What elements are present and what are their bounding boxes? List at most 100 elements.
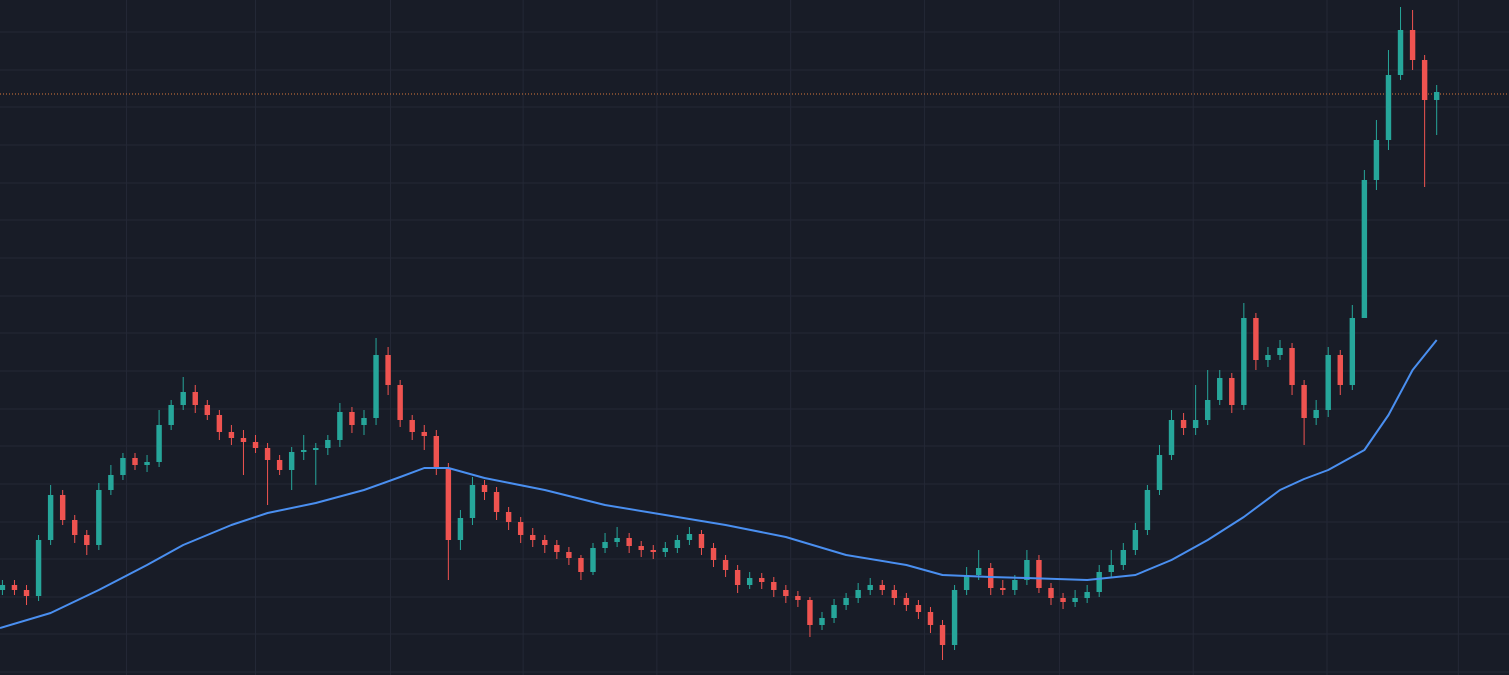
candle-body bbox=[313, 448, 319, 450]
candle-body bbox=[11, 585, 18, 590]
candle-body bbox=[1072, 598, 1078, 602]
candle-body bbox=[1192, 420, 1199, 428]
candle-body bbox=[240, 438, 247, 442]
candle-body bbox=[1036, 560, 1042, 588]
candle-body bbox=[264, 448, 271, 460]
candle-body bbox=[216, 415, 223, 432]
candle-body bbox=[759, 578, 765, 582]
candle-body bbox=[385, 355, 391, 385]
candle-body bbox=[1120, 550, 1127, 565]
candle-body bbox=[204, 405, 211, 415]
candle-body bbox=[843, 598, 849, 605]
candle-body bbox=[1313, 410, 1319, 418]
candle-body bbox=[72, 520, 78, 535]
candle-body bbox=[493, 492, 500, 512]
candle-body bbox=[1204, 400, 1211, 420]
candle-body bbox=[674, 540, 681, 548]
candle-body bbox=[939, 625, 946, 645]
candle-body bbox=[457, 518, 464, 540]
candle-body bbox=[288, 452, 295, 470]
candle-body bbox=[1217, 378, 1223, 400]
candle-body bbox=[421, 432, 427, 436]
candle-body bbox=[554, 545, 560, 552]
candle-body bbox=[1024, 560, 1030, 580]
candle-body bbox=[566, 552, 572, 558]
candle-body bbox=[1096, 572, 1102, 592]
candle-body bbox=[1385, 75, 1392, 140]
candle-body bbox=[1180, 420, 1187, 428]
candle-body bbox=[144, 462, 150, 465]
candle-body bbox=[1397, 30, 1404, 75]
candle-body bbox=[409, 420, 415, 432]
candle-body bbox=[192, 392, 198, 405]
candle-body bbox=[96, 490, 102, 545]
candle-body bbox=[1048, 588, 1054, 598]
candle-body bbox=[614, 538, 620, 542]
candle-body bbox=[795, 596, 801, 600]
candle-body bbox=[807, 600, 813, 625]
candle-body bbox=[1421, 60, 1428, 100]
candle-body bbox=[662, 548, 669, 552]
candle-body bbox=[132, 458, 138, 465]
candle-body bbox=[1229, 378, 1235, 405]
candle-body bbox=[361, 418, 367, 425]
candle-body bbox=[84, 535, 90, 545]
candle-body bbox=[156, 425, 162, 462]
candle-body bbox=[1361, 180, 1368, 318]
candle-body bbox=[325, 440, 331, 448]
candle-body bbox=[722, 560, 729, 570]
candle-body bbox=[831, 605, 837, 618]
candle-body bbox=[47, 495, 54, 540]
candle-body bbox=[746, 578, 753, 585]
candle-body bbox=[915, 605, 922, 612]
candle-body bbox=[1325, 355, 1331, 410]
candle-body bbox=[771, 582, 777, 590]
candle-body bbox=[650, 550, 656, 552]
candle-body bbox=[1433, 92, 1440, 100]
candle-body bbox=[686, 534, 693, 540]
candle-body bbox=[35, 540, 42, 596]
candle-body bbox=[1000, 588, 1006, 590]
candle-body bbox=[481, 485, 488, 492]
candle-body bbox=[505, 512, 512, 522]
candle-body bbox=[698, 534, 705, 548]
candle-body bbox=[1084, 592, 1090, 598]
candle-body bbox=[626, 538, 632, 546]
candle-body bbox=[1373, 140, 1380, 180]
moving-average bbox=[0, 339, 1438, 629]
candle-body bbox=[180, 392, 186, 405]
candle-body bbox=[734, 570, 741, 585]
candle-body bbox=[891, 590, 898, 598]
candle-body bbox=[951, 590, 958, 645]
candle-body bbox=[168, 405, 174, 425]
candle-body bbox=[963, 575, 970, 590]
candle-body bbox=[1337, 355, 1343, 385]
candle-body bbox=[783, 590, 789, 596]
candle-body bbox=[1277, 348, 1283, 355]
candle-body bbox=[397, 385, 403, 420]
candle-body bbox=[1409, 30, 1416, 60]
candle-body bbox=[445, 468, 452, 540]
candle-body bbox=[879, 585, 885, 590]
candle-body bbox=[1265, 355, 1271, 360]
candle-body bbox=[433, 436, 440, 468]
candle-body bbox=[373, 355, 379, 418]
candle-body bbox=[23, 590, 30, 596]
candle-body bbox=[1156, 455, 1163, 490]
candle-body bbox=[903, 598, 910, 605]
candle-body bbox=[1132, 530, 1139, 550]
candle-body bbox=[1108, 565, 1114, 572]
candle-body bbox=[855, 590, 861, 598]
candle-body bbox=[638, 546, 644, 550]
candle-body bbox=[1301, 385, 1307, 418]
candle-body bbox=[276, 460, 283, 470]
candle-body bbox=[578, 558, 584, 572]
candle-body bbox=[349, 412, 355, 425]
candle-body bbox=[1253, 318, 1259, 360]
candle-body bbox=[530, 535, 536, 540]
candle-body bbox=[301, 450, 307, 452]
candle-body bbox=[1349, 318, 1356, 385]
